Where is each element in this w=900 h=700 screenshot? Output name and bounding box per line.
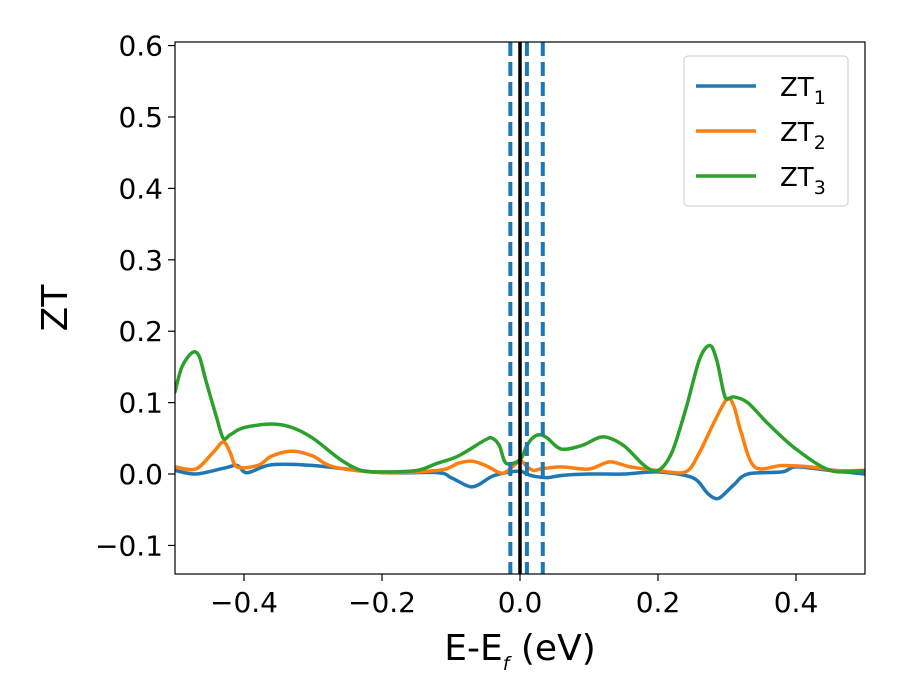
y-tick-label: 0.4 [118, 172, 163, 205]
x-axis-label-main: E-E [444, 628, 502, 669]
y-axis-ticks: −0.1 0.0 0.1 0.2 0.3 0.4 0.5 0.6 [95, 30, 175, 562]
x-tick-label: 0.2 [636, 586, 681, 619]
y-tick-label: 0.0 [118, 458, 163, 491]
y-axis-label: ZT [35, 284, 76, 332]
x-tick-label: −0.4 [210, 586, 278, 619]
y-tick-label: 0.2 [118, 315, 163, 348]
y-tick-label: 0.5 [118, 101, 163, 134]
legend-label: ZT1 [780, 73, 826, 109]
y-tick-label: −0.1 [95, 529, 163, 562]
legend-label: ZT3 [780, 163, 826, 199]
legend-label: ZT2 [780, 118, 826, 154]
y-tick-label: 0.3 [118, 244, 163, 277]
y-tick-label: 0.1 [118, 387, 163, 420]
series-line-zt1 [175, 462, 865, 501]
x-tick-label: −0.2 [348, 586, 416, 619]
x-axis-label: E-Ef (eV) [444, 628, 596, 675]
y-tick-label: 0.6 [118, 30, 163, 63]
x-axis-ticks: −0.4 −0.2 0.0 0.2 0.4 [210, 574, 818, 619]
legend-box [683, 55, 849, 207]
reference-vlines [508, 42, 545, 574]
x-axis-label-unit: (eV) [509, 628, 595, 669]
x-axis-label-sub: f [503, 653, 513, 675]
series-line-zt3 [175, 343, 865, 474]
legend: ZT1 ZT2 ZT3 [683, 55, 849, 207]
x-tick-label: 0.4 [774, 586, 819, 619]
x-tick-label: 0.0 [498, 586, 543, 619]
